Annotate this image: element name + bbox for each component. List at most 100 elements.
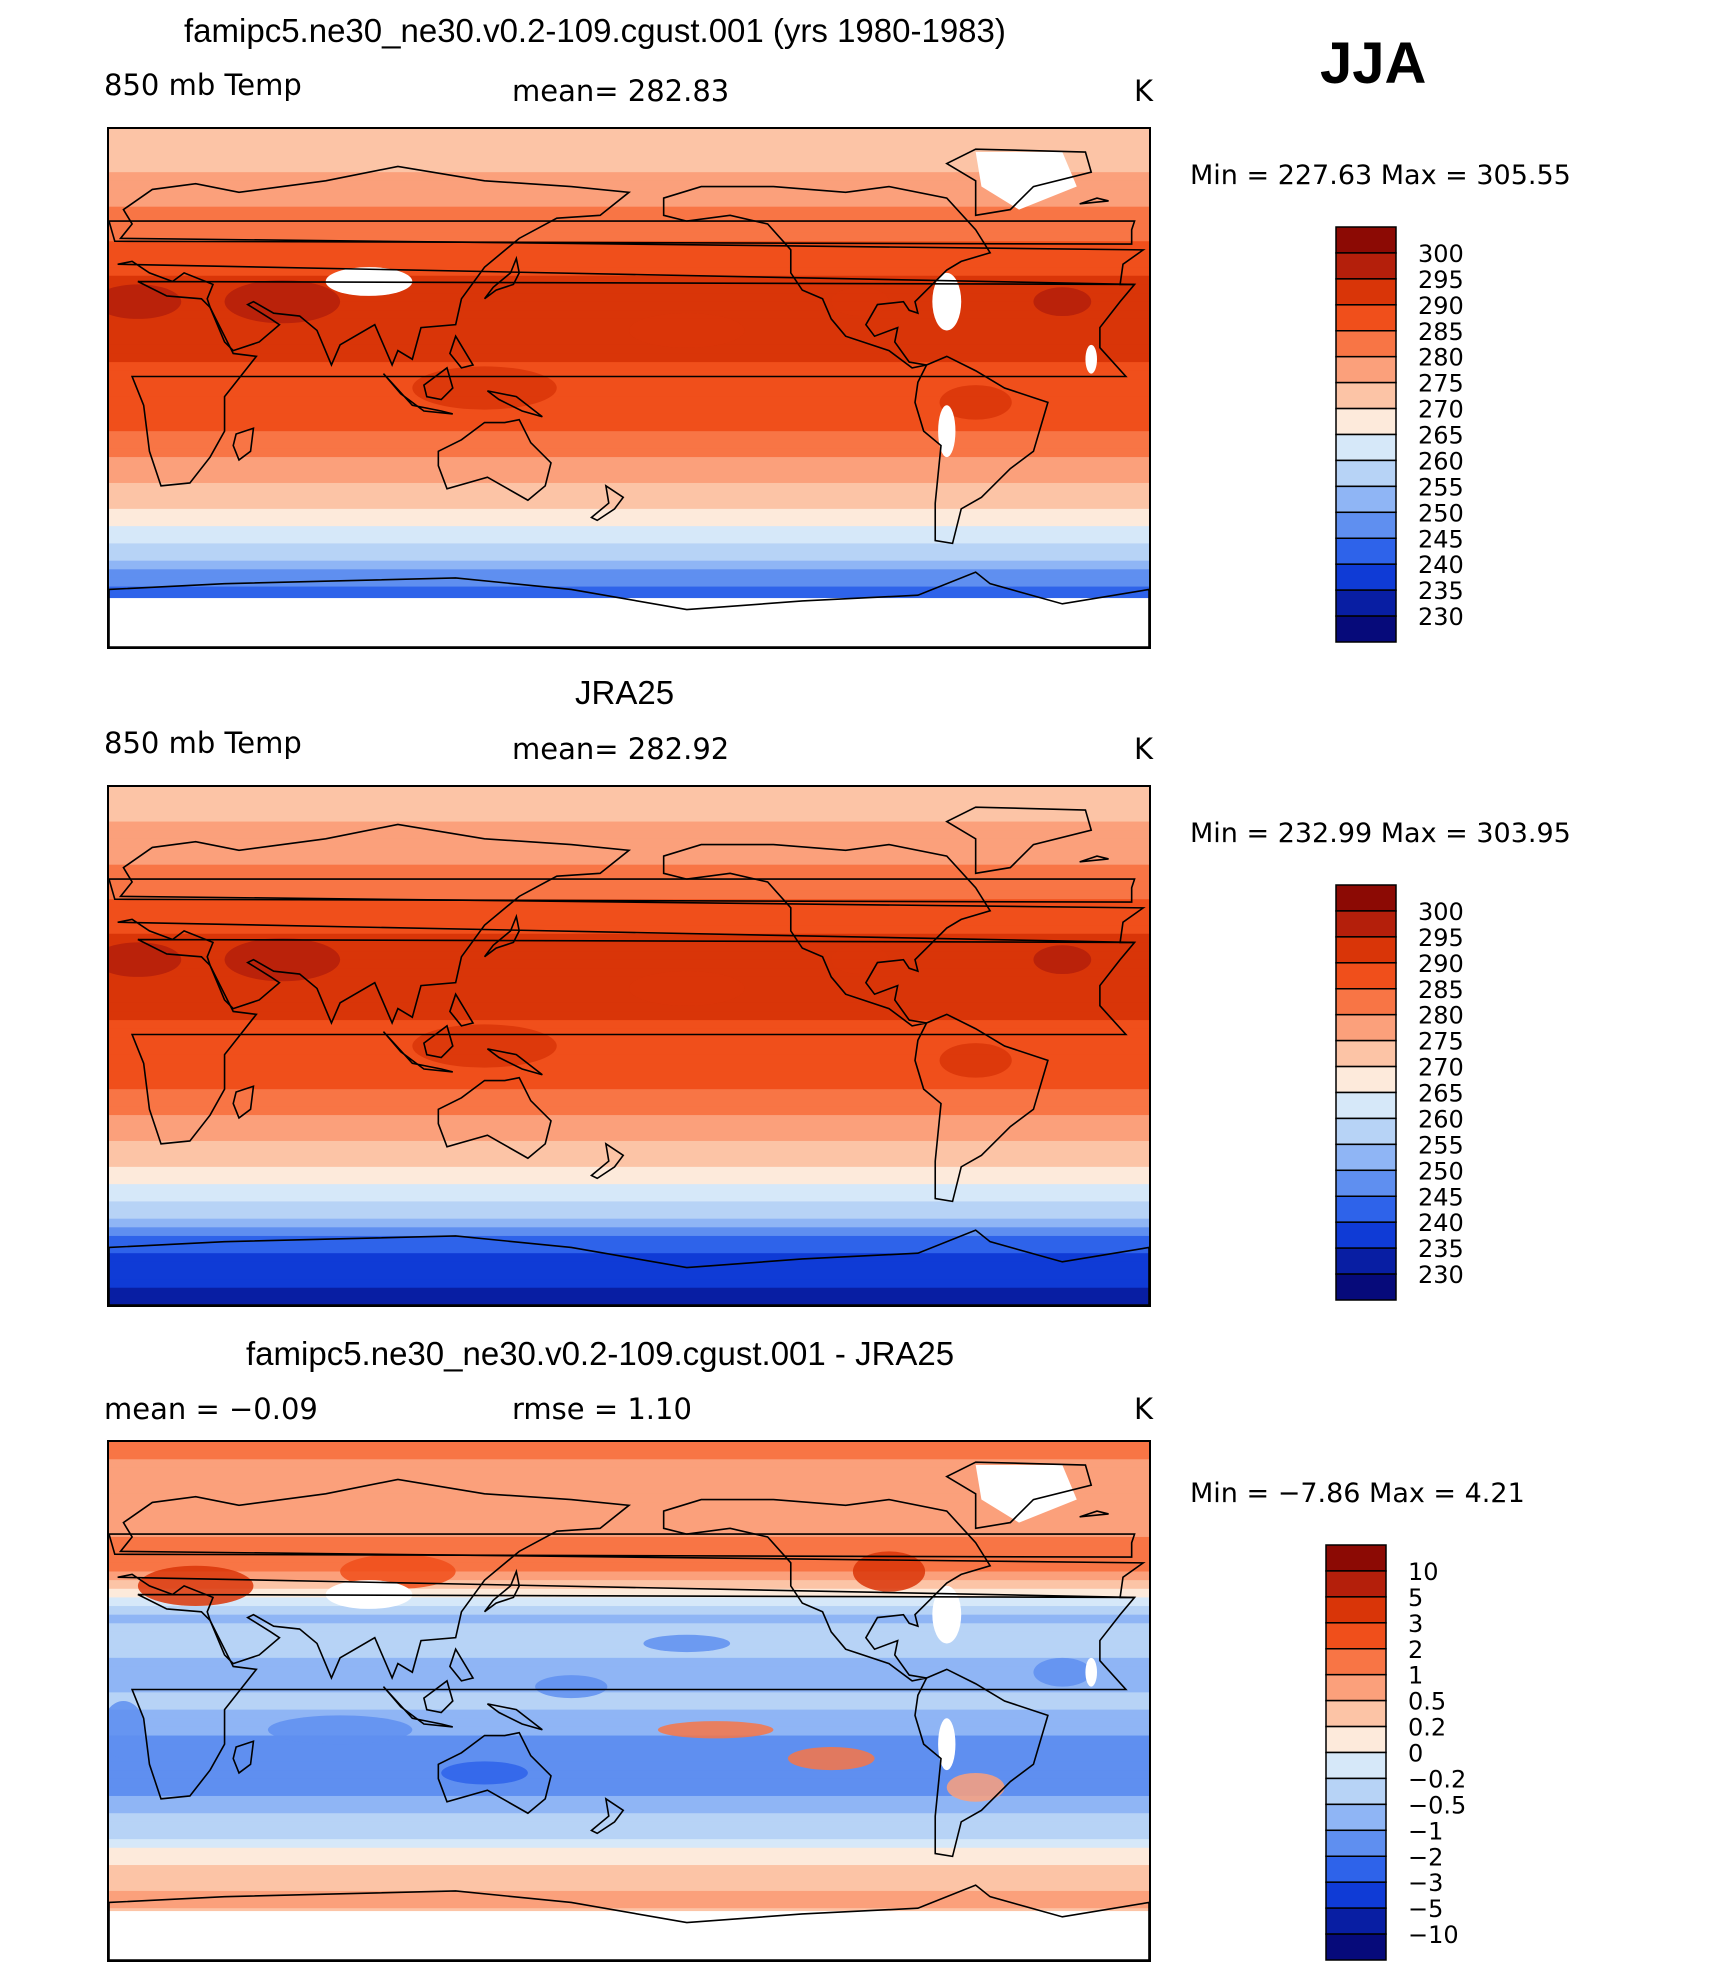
- zonal-band: [109, 422, 1149, 432]
- colorbar-box: [1325, 1725, 1387, 1754]
- zonal-band: [109, 1631, 1149, 1642]
- panel-3-title: famipc5.ne30_ne30.v0.2-109.cgust.001 - J…: [246, 1335, 955, 1372]
- zonal-band: [109, 907, 1149, 918]
- anomaly-region: [535, 1675, 608, 1699]
- zonal-band: [109, 344, 1149, 355]
- panel-1-mean-label: mean= 282.83: [512, 74, 730, 108]
- zonal-band: [109, 1752, 1149, 1763]
- zonal-band: [109, 1606, 1149, 1616]
- zonal-band: [109, 1201, 1149, 1211]
- coastline: [132, 1595, 1134, 1799]
- coastline: [438, 1733, 551, 1814]
- colorbar-box: [1335, 355, 1397, 384]
- zonal-band: [109, 491, 1149, 501]
- panel-3-minmax: Min = −7.86 Max = 4.21: [1190, 1478, 1525, 1509]
- zonal-band: [109, 812, 1149, 823]
- zonal-band: [109, 508, 1149, 519]
- colorbar-box: [1335, 252, 1397, 280]
- zonal-band: [109, 206, 1149, 216]
- zonal-band: [109, 1442, 1149, 1452]
- panel-2-units-label: K: [1134, 732, 1154, 766]
- zonal-band: [109, 275, 1149, 285]
- coastline: [438, 1078, 551, 1159]
- zonal-band: [109, 1158, 1149, 1168]
- zonal-band: [109, 293, 1149, 303]
- colorbar-box: [1335, 537, 1397, 565]
- zonal-band: [109, 526, 1149, 536]
- zonal-band: [109, 1588, 1149, 1598]
- zonal-band: [109, 1571, 1149, 1581]
- zonal-band: [109, 1028, 1149, 1038]
- colorbar-label: 235: [1418, 1235, 1464, 1263]
- coastline: [1080, 1511, 1109, 1517]
- zonal-band: [109, 1839, 1149, 1849]
- panel-2-map-svg: [109, 787, 1149, 1305]
- zonal-band: [109, 1450, 1149, 1460]
- coastline: [1080, 856, 1109, 862]
- colorbar-label: 265: [1418, 422, 1464, 450]
- panel-1-map: [107, 127, 1151, 649]
- zonal-band: [109, 448, 1149, 458]
- zonal-band: [109, 301, 1149, 311]
- coastline: [118, 1479, 1144, 1678]
- zonal-band: [109, 457, 1149, 467]
- zonal-band: [109, 1795, 1149, 1806]
- zonal-band: [109, 560, 1149, 570]
- zonal-band: [109, 1580, 1149, 1590]
- coastline: [109, 221, 1135, 244]
- colorbar-box: [1325, 1673, 1387, 1702]
- zonal-band: [109, 327, 1149, 337]
- colorbar-label: 295: [1418, 266, 1464, 294]
- coastlines: [109, 1462, 1149, 1960]
- terrain-missing: [1085, 1657, 1097, 1687]
- colorbar-label: 245: [1418, 1183, 1464, 1211]
- colorbar-label: 300: [1418, 240, 1464, 268]
- zonal-band: [109, 1132, 1149, 1142]
- coastline: [424, 1026, 453, 1058]
- zonal-band: [109, 569, 1149, 579]
- zonal-band: [109, 942, 1149, 952]
- coastline: [233, 1741, 253, 1773]
- zonal-band: [109, 1210, 1149, 1220]
- zonal-band: [109, 1166, 1149, 1177]
- coastline: [132, 940, 1134, 1144]
- zonal-band: [109, 925, 1149, 935]
- zonal-band: [109, 1899, 1149, 1909]
- anomaly-region: [137, 1565, 254, 1607]
- colorbar-box: [1325, 1648, 1387, 1676]
- coastline: [664, 845, 990, 1026]
- colorbar-label: 230: [1418, 1261, 1464, 1289]
- colorbar-box: [1335, 1065, 1397, 1094]
- coastline: [485, 259, 520, 299]
- colorbar-box: [1335, 962, 1397, 990]
- colorbar-box: [1335, 910, 1397, 938]
- colorbar-box: [1335, 433, 1397, 462]
- colorbar-box: [1335, 1143, 1397, 1172]
- zonal-band: [109, 1227, 1149, 1237]
- anomaly-region: [657, 1721, 774, 1739]
- zonal-band: [109, 1184, 1149, 1194]
- zonal-band: [109, 1054, 1149, 1064]
- zonal-band: [109, 1467, 1149, 1478]
- zonal-band: [109, 1106, 1149, 1116]
- colorbar-label: 240: [1418, 1209, 1464, 1237]
- zonal-band: [109, 1296, 1149, 1305]
- colorbar-box: [1325, 1596, 1387, 1624]
- coastline: [487, 391, 542, 417]
- panel-1-map-svg: [109, 129, 1149, 647]
- zonal-band: [109, 577, 1149, 588]
- zonal-band: [109, 223, 1149, 234]
- anomaly-region: [109, 942, 182, 977]
- colorbar-label: 245: [1418, 525, 1464, 553]
- zonal-band: [109, 241, 1149, 251]
- colorbar-box: [1335, 1221, 1397, 1249]
- colorbar-box: [1325, 1829, 1387, 1857]
- zonal-band: [109, 249, 1149, 260]
- zonal-band: [109, 431, 1149, 441]
- colorbar-label: 250: [1418, 499, 1464, 527]
- zonal-band: [109, 959, 1149, 969]
- colorbar-box: [1335, 459, 1397, 488]
- colorbar-label: 300: [1418, 898, 1464, 926]
- zonal-band: [109, 129, 1149, 139]
- colorbar-label: 290: [1418, 292, 1464, 320]
